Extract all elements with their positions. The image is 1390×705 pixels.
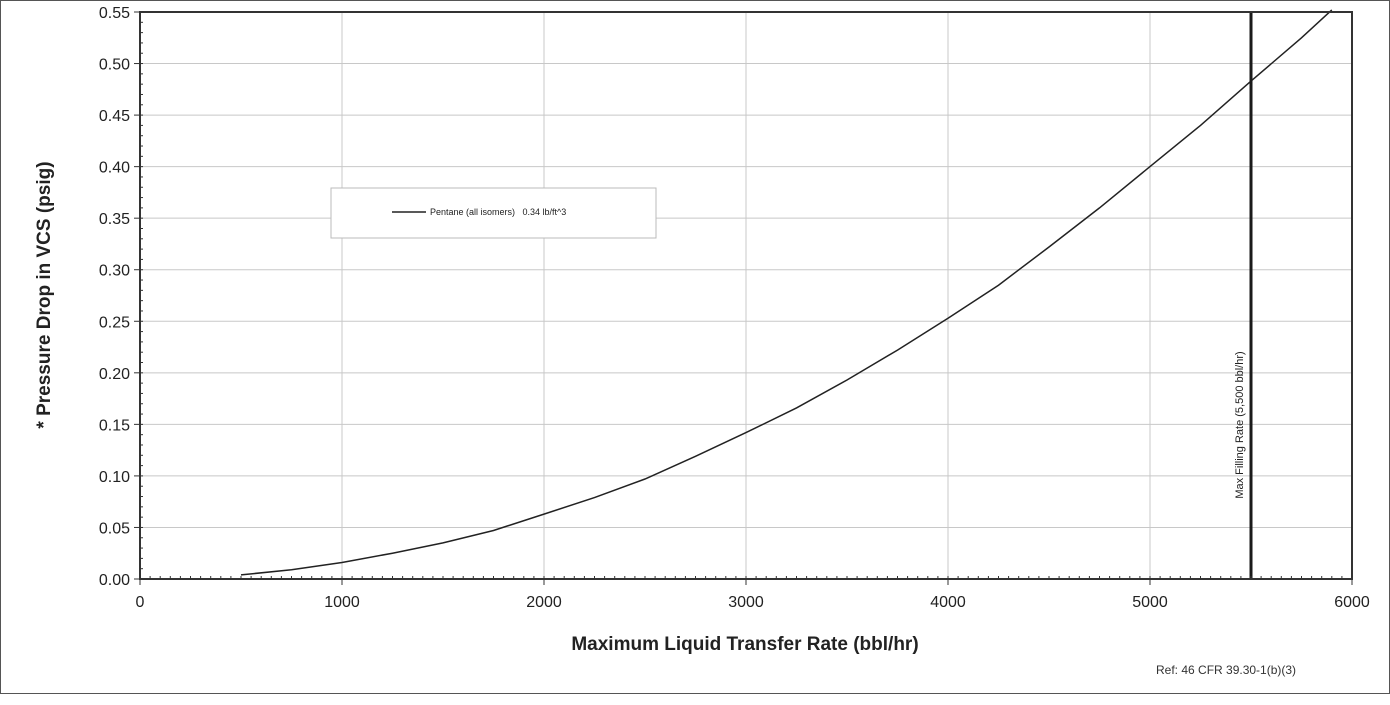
y-tick-label: 0.10 [99, 469, 130, 486]
x-axis-title: Maximum Liquid Transfer Rate (bbl/hr) [571, 634, 918, 655]
y-tick-label: 0.45 [99, 108, 130, 125]
legend: Pentane (all isomers) 0.34 lb/ft^3 [330, 187, 657, 239]
x-tick-label: 6000 [1334, 594, 1370, 611]
marks-layer [240, 9, 1333, 579]
axis-layer: 0 1000 2000 3000 4000 5000 6000 0.00 0.05 0.10 0.1… [99, 5, 1370, 611]
y-axis-title: * Pressure Drop in VCS (psig) [34, 161, 55, 428]
legend-entry: Pentane (all isomers) 0.34 lb/ft^3 [430, 207, 566, 217]
y-tick-label: 0.25 [99, 314, 130, 331]
reference-footnote: Ref: 46 CFR 39.30-1(b)(3) [1156, 663, 1296, 677]
x-tick-label: 1000 [324, 594, 360, 611]
y-tick-label: 0.20 [99, 366, 130, 383]
legend-box [330, 187, 657, 239]
y-tick-label: 0.05 [99, 520, 130, 537]
x-tick-label: 4000 [930, 594, 966, 611]
y-tick-label: 0.30 [99, 263, 130, 280]
plot-frame [139, 11, 1353, 580]
max-filling-rate-label: Max Filling Rate (5,500 bbl/hr) [1234, 351, 1246, 498]
y-tick-label: 0.15 [99, 417, 130, 434]
x-tick-label: 5000 [1132, 594, 1168, 611]
x-tick-label: 0 [136, 594, 145, 611]
y-tick-label: 0.55 [99, 5, 130, 22]
y-tick-label: 0.00 [99, 572, 130, 589]
x-tick-label: 2000 [526, 594, 562, 611]
y-tick-label: 0.50 [99, 57, 130, 74]
x-tick-label: 3000 [728, 594, 764, 611]
y-tick-label: 0.35 [99, 211, 130, 228]
series-line [240, 9, 1333, 576]
y-tick-label: 0.40 [99, 160, 130, 177]
